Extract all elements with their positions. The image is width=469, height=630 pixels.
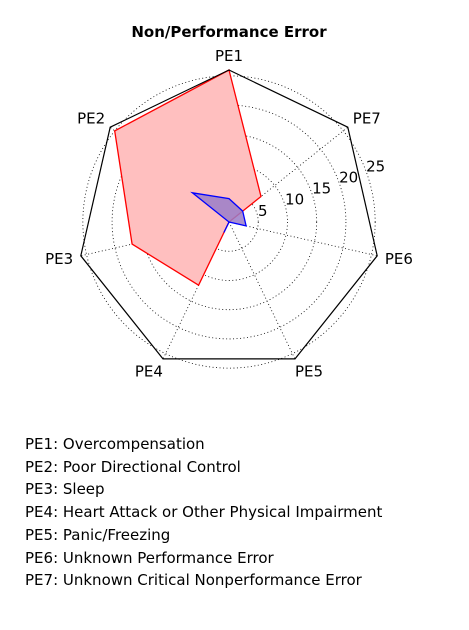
grid-circle [111,104,347,340]
heptagon-frame [80,69,378,360]
axis-key-item: PE5: Panic/Freezing [25,525,171,544]
chart-title: Non/Performance Error [131,23,327,41]
outer-frame [80,69,378,360]
axis-label-pe4: PE4 [135,363,163,381]
axis-key-item: PE7: Unknown Critical Nonperformance Err… [25,571,362,590]
radial-tick-label: 15 [312,180,331,198]
axis-key-item: PE6: Unknown Performance Error [25,548,274,567]
axis-labels: PE1 PE7 PE6 PE5 PE4 PE3 PE2 5 10 15 20 25 [45,47,413,381]
data-series [113,69,262,287]
axis-key-item: PE4: Heart Attack or Other Physical Impa… [25,503,383,522]
grid-spoke [228,221,378,257]
grid-circle [170,163,288,281]
axis-key-list: PE1: Overcompensation PE2: Poor Directio… [25,433,382,592]
axis-label-pe1: PE1 [215,47,243,65]
axis-key-item: PE3: Sleep [25,480,105,499]
grid-spoke [228,221,296,360]
grid-circle [82,75,376,369]
series-polygon-1 [113,69,262,287]
radial-tick-label: 20 [339,168,358,186]
radar-chart: Non/Performance Error PE1 PE7 PE6 PE5 PE4 PE3… [45,23,413,381]
axis-label-pe3: PE3 [45,250,73,268]
radial-grid [80,70,378,369]
radial-tick-label: 5 [258,202,268,220]
series-polygon-2 [190,191,247,233]
axis-label-pe7: PE7 [353,110,381,128]
axis-label-pe6: PE6 [385,250,413,268]
grid-circle [140,133,318,311]
axis-label-pe5: PE5 [295,363,323,381]
radial-tick-label: 25 [366,157,385,175]
axis-key-item: PE1: Overcompensation [25,435,205,453]
radial-tick-label: 10 [285,191,304,209]
axis-key-item: PE2: Poor Directional Control [25,457,241,476]
axis-label-pe2: PE2 [77,110,105,128]
